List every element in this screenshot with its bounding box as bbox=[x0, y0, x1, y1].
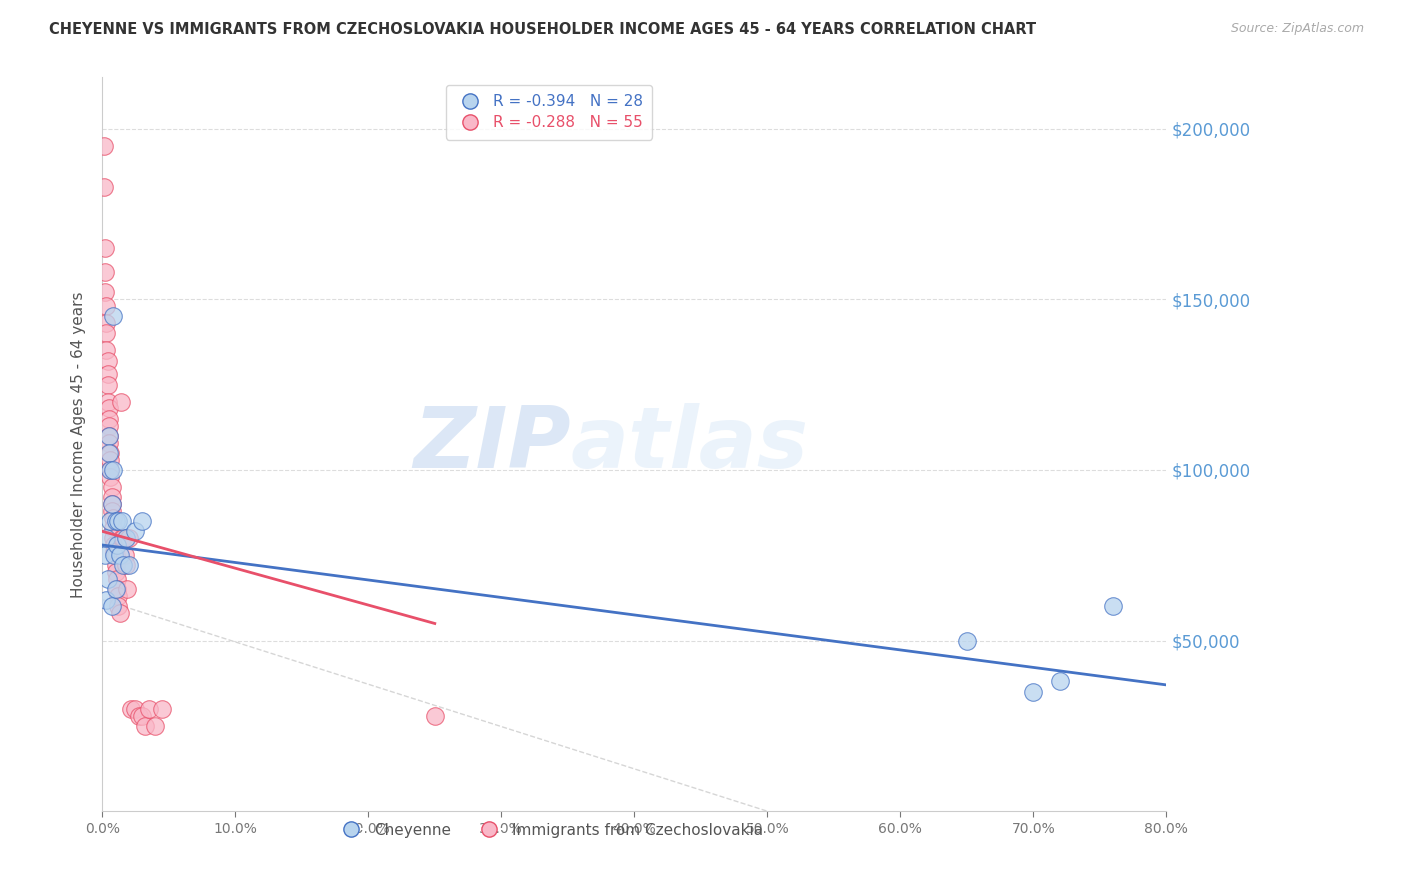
Point bbox=[105, 572, 128, 586]
Point bbox=[104, 514, 127, 528]
Point bbox=[97, 429, 120, 443]
Point bbox=[114, 548, 136, 562]
Point bbox=[104, 566, 127, 580]
Legend: Cheyenne, Immigrants from Czechoslovakia: Cheyenne, Immigrants from Czechoslovakia bbox=[329, 817, 769, 844]
Point bbox=[112, 558, 135, 573]
Point bbox=[96, 299, 118, 313]
Point bbox=[100, 497, 122, 511]
Point bbox=[101, 510, 124, 524]
Point bbox=[124, 702, 146, 716]
Point bbox=[112, 531, 135, 545]
Point bbox=[131, 514, 153, 528]
Point bbox=[97, 429, 120, 443]
Point bbox=[104, 548, 127, 562]
Point bbox=[100, 490, 122, 504]
Point bbox=[115, 558, 138, 573]
Text: ZIP: ZIP bbox=[413, 403, 571, 486]
Point bbox=[96, 316, 118, 330]
Point bbox=[118, 558, 141, 573]
Point bbox=[96, 343, 118, 358]
Point bbox=[97, 401, 120, 416]
Point bbox=[94, 241, 117, 255]
Text: atlas: atlas bbox=[571, 403, 808, 486]
Point bbox=[134, 719, 156, 733]
Point bbox=[98, 514, 121, 528]
Point bbox=[138, 702, 160, 716]
Point bbox=[98, 452, 121, 467]
Point bbox=[100, 497, 122, 511]
Point bbox=[107, 599, 129, 614]
Point bbox=[98, 463, 121, 477]
Y-axis label: Householder Income Ages 45 - 64 years: Householder Income Ages 45 - 64 years bbox=[72, 291, 86, 598]
Point bbox=[97, 411, 120, 425]
Point bbox=[105, 582, 128, 597]
Point bbox=[96, 592, 118, 607]
Point bbox=[101, 310, 124, 324]
Point bbox=[110, 394, 132, 409]
Point bbox=[115, 531, 138, 545]
Point bbox=[96, 572, 118, 586]
Point bbox=[101, 463, 124, 477]
Text: Source: ZipAtlas.com: Source: ZipAtlas.com bbox=[1230, 22, 1364, 36]
Point bbox=[101, 521, 124, 535]
Point bbox=[96, 326, 118, 341]
Point bbox=[118, 531, 141, 545]
Point bbox=[1049, 674, 1071, 689]
Point bbox=[423, 708, 446, 723]
Point bbox=[111, 531, 134, 545]
Point bbox=[97, 435, 120, 450]
Point bbox=[111, 514, 134, 528]
Point bbox=[956, 633, 979, 648]
Point bbox=[104, 558, 127, 573]
Point bbox=[103, 538, 125, 552]
Point bbox=[98, 446, 121, 460]
Point bbox=[98, 463, 121, 477]
Point bbox=[97, 418, 120, 433]
Point bbox=[96, 368, 118, 382]
Point bbox=[100, 504, 122, 518]
Point bbox=[103, 545, 125, 559]
Point bbox=[97, 446, 120, 460]
Point bbox=[105, 538, 128, 552]
Point bbox=[93, 179, 115, 194]
Text: CHEYENNE VS IMMIGRANTS FROM CZECHOSLOVAKIA HOUSEHOLDER INCOME AGES 45 - 64 YEARS: CHEYENNE VS IMMIGRANTS FROM CZECHOSLOVAK… bbox=[49, 22, 1036, 37]
Point bbox=[107, 589, 129, 603]
Point bbox=[93, 138, 115, 153]
Point bbox=[145, 719, 167, 733]
Point bbox=[124, 524, 146, 539]
Point bbox=[103, 548, 125, 562]
Point bbox=[96, 531, 118, 545]
Point bbox=[150, 702, 173, 716]
Point bbox=[107, 514, 129, 528]
Point bbox=[100, 599, 122, 614]
Point bbox=[96, 353, 118, 368]
Point bbox=[128, 708, 150, 723]
Point bbox=[94, 548, 117, 562]
Point bbox=[101, 531, 124, 545]
Point bbox=[1022, 684, 1045, 698]
Point bbox=[94, 285, 117, 300]
Point bbox=[131, 708, 153, 723]
Point bbox=[100, 480, 122, 494]
Point bbox=[98, 469, 121, 483]
Point bbox=[104, 582, 127, 597]
Point bbox=[108, 606, 131, 620]
Point bbox=[94, 265, 117, 279]
Point bbox=[108, 548, 131, 562]
Point bbox=[96, 377, 118, 392]
Point bbox=[96, 394, 118, 409]
Point bbox=[1102, 599, 1125, 614]
Point bbox=[121, 702, 143, 716]
Point bbox=[117, 582, 139, 597]
